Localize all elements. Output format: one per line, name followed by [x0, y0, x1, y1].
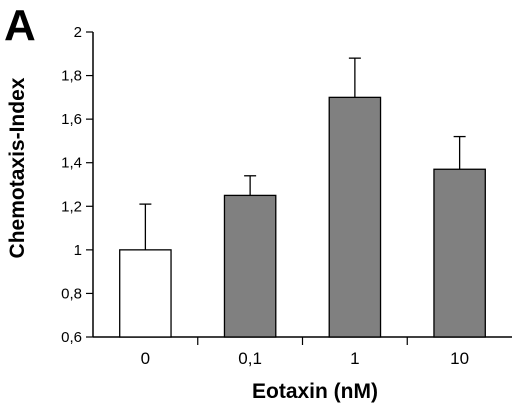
- y-tick-label: 0,8: [61, 285, 82, 302]
- bar-10: [433, 168, 486, 338]
- y-tick-label: 2: [74, 24, 82, 41]
- bar-1: [328, 96, 382, 338]
- y-tick-label: 1,4: [61, 155, 82, 172]
- plot-area: 0,6 0,8 1 1,2 1,4 1,6 1,8 2 0 0,1 1 10: [61, 24, 512, 368]
- bar-0: [119, 249, 172, 338]
- bar-0-1: [223, 194, 277, 338]
- y-axis-title: Chemotaxis-Index: [6, 77, 29, 258]
- y-tick-label: 1: [74, 242, 82, 259]
- y-tick-label: 1,6: [61, 111, 82, 128]
- y-tick-label: 1,8: [61, 68, 82, 85]
- x-tick-label: 10: [450, 349, 469, 368]
- x-tick-label: 0: [141, 349, 150, 368]
- y-tick-label: 0,6: [61, 329, 82, 346]
- x-axis-title: Eotaxin (nM): [252, 380, 378, 403]
- x-tick-label: 0,1: [238, 349, 262, 368]
- x-tick-label: 1: [350, 349, 359, 368]
- panel-label: A: [4, 1, 36, 50]
- y-tick-label: 1,2: [61, 198, 82, 215]
